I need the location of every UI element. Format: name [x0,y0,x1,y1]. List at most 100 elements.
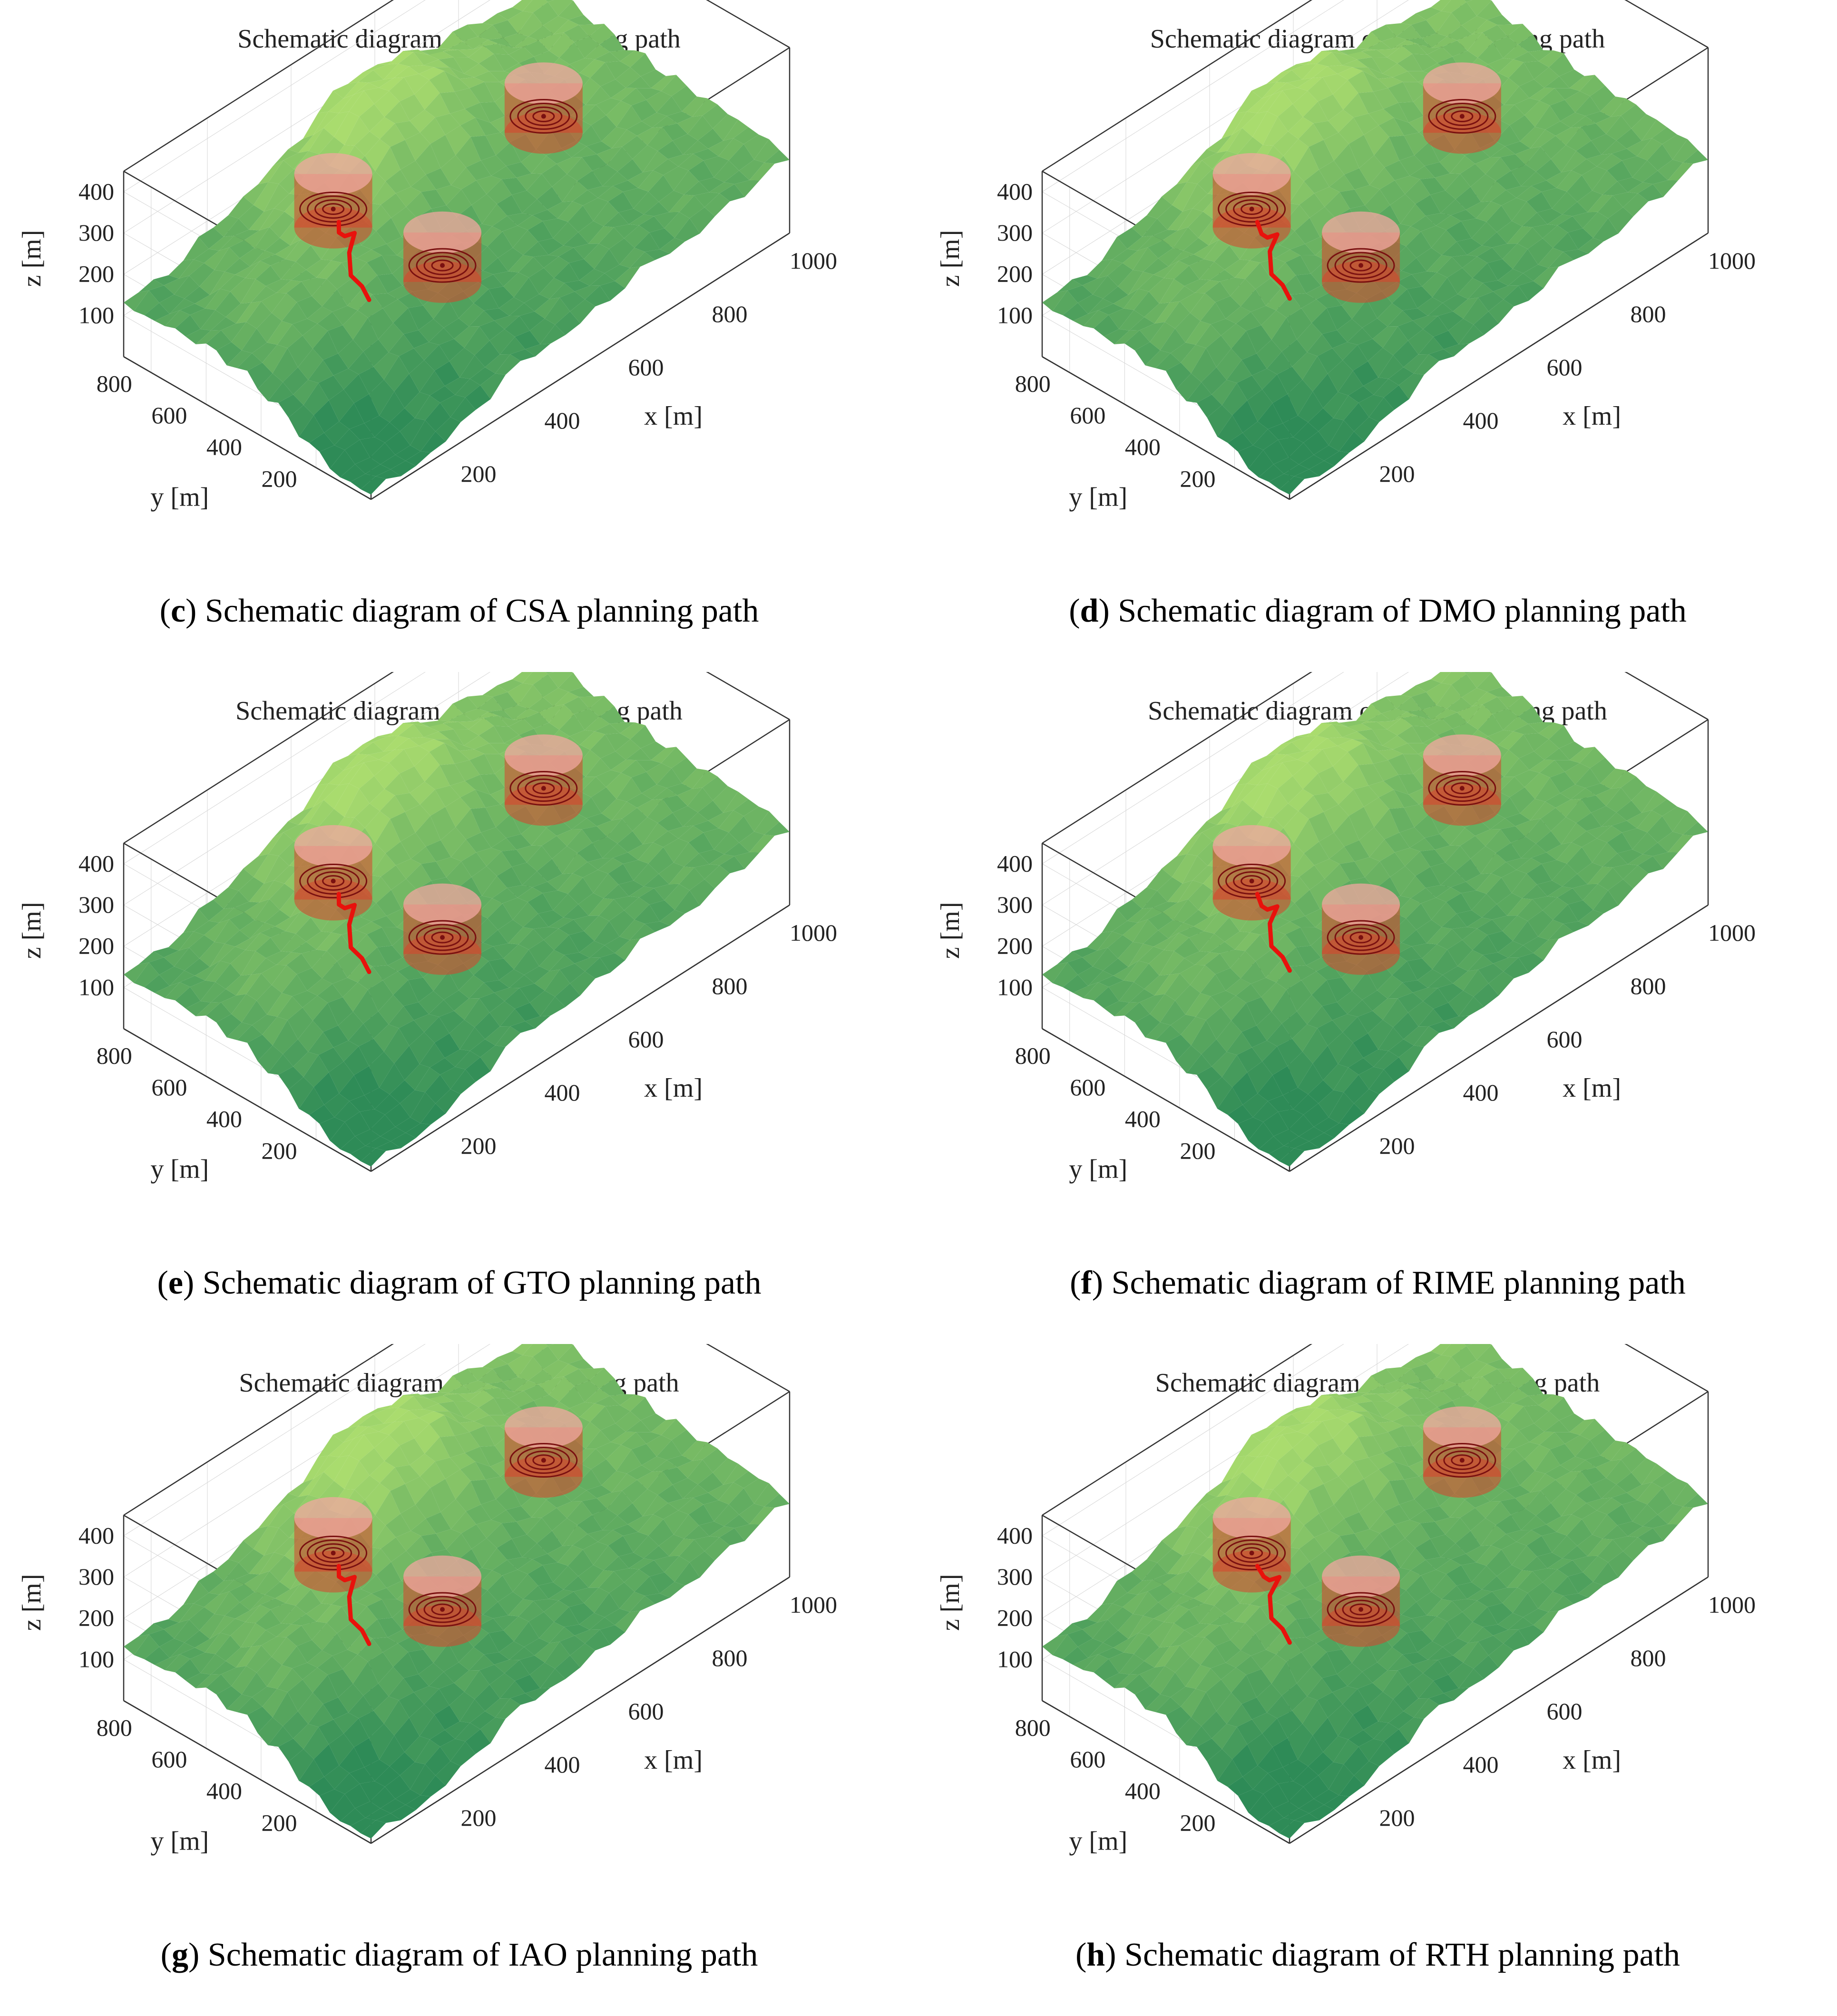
chart-f: Schematic diagram of RIME planning path2… [936,672,1756,1184]
y-tick-label: 600 [151,402,187,429]
y-tick-label: 200 [261,1137,297,1164]
y-tick-label: 800 [1015,1714,1051,1741]
z-tick-label: 400 [78,1522,114,1549]
threat-cylinder-1 [1212,825,1291,921]
z-tick-label: 300 [78,1563,114,1590]
caption-text: Schematic diagram of RTH planning path [1124,1937,1681,1973]
z-tick-label: 400 [997,178,1033,205]
z-tick-label: 300 [78,219,114,246]
chart-g: Schematic diagram of IAO planning path20… [17,1344,837,1856]
x-tick-label: 1000 [790,1591,837,1618]
caption-letter: c [170,593,186,629]
x-tick-label: 800 [1631,973,1666,999]
z-axis-label: z [m] [936,230,965,287]
y-axis-label: y [m] [1069,1826,1127,1856]
z-axis-label: z [m] [17,230,47,287]
x-tick-label: 400 [545,407,580,434]
z-tick-label: 400 [997,850,1033,877]
y-tick-label: 200 [1180,465,1215,492]
threat-cylinder-1 [1212,1497,1291,1593]
x-tick-label: 600 [628,1026,664,1052]
y-tick-label: 400 [1125,1106,1161,1132]
x-tick-label: 200 [461,1804,497,1831]
x-tick-label: 1000 [790,247,837,274]
threat-cylinder-2 [1322,1555,1400,1647]
z-tick-label: 300 [78,891,114,918]
chart-e: Schematic diagram of GTO planning path20… [17,672,837,1184]
threat-cylinder-3 [1423,734,1501,826]
z-tick-label: 100 [78,302,114,328]
z-tick-label: 200 [78,1605,114,1631]
x-axis-label: x [m] [1563,1073,1621,1103]
threat-cylinder-2 [403,883,482,975]
planned-path [1255,220,1292,301]
x-tick-label: 400 [1463,1079,1499,1106]
z-tick-label: 400 [997,1522,1033,1549]
threat-cylinder-2 [1322,883,1400,975]
x-tick-label: 600 [1547,1026,1583,1052]
z-axis-label: z [m] [936,902,965,959]
chart-c: Schematic diagram of CSA planning path20… [17,0,837,512]
y-tick-label: 400 [206,434,242,460]
caption-d: (d) Schematic diagram of DMO planning pa… [1069,593,1687,629]
y-tick-label: 600 [1070,402,1105,429]
x-tick-label: 200 [461,460,497,487]
y-tick-label: 600 [1070,1746,1105,1773]
z-tick-label: 200 [997,261,1033,287]
z-tick-label: 400 [78,178,114,205]
caption-letter: f [1081,1265,1092,1301]
y-tick-label: 800 [97,1714,132,1741]
y-tick-label: 800 [1015,1042,1051,1069]
y-tick-label: 600 [151,1074,187,1101]
x-tick-label: 600 [1547,354,1583,380]
y-axis-label: y [m] [150,1154,209,1184]
panel-h: Schematic diagram of RTH planning path 20… [918,1344,1837,2016]
caption-letter: h [1086,1937,1105,1973]
x-tick-label: 1000 [790,919,837,946]
caption-c: (c) Schematic diagram of CSA planning pa… [159,593,759,629]
caption-h: (h) Schematic diagram of RTH planning pa… [1075,1937,1681,1973]
threat-cylinder-3 [504,1406,583,1498]
x-tick-label: 200 [1379,460,1415,487]
x-tick-label: 400 [1463,1751,1499,1778]
caption-text: Schematic diagram of CSA planning path [205,593,759,629]
z-tick-label: 300 [997,1563,1033,1590]
y-tick-label: 600 [151,1746,187,1773]
z-tick-label: 100 [997,974,1033,1000]
y-axis-label: y [m] [150,482,209,512]
axes-front [1042,904,1709,1172]
y-axis-label: y [m] [1069,482,1127,512]
y-axis-label: y [m] [1069,1154,1127,1184]
caption-letter: g [171,1937,188,1973]
panel-g: Schematic diagram of IAO planning path 20… [0,1344,918,2016]
threat-cylinder-2 [403,1555,482,1647]
caption-e: (e) Schematic diagram of GTO planning pa… [157,1265,762,1301]
panel-c: Schematic diagram of CSA planning path 20… [0,0,918,672]
z-tick-label: 100 [78,974,114,1000]
x-axis-label: x [m] [644,401,703,431]
y-tick-label: 400 [206,1778,242,1804]
axes-front [1042,1576,1709,1844]
y-tick-label: 200 [1180,1137,1215,1164]
axes-front [1042,232,1709,500]
caption-text: Schematic diagram of IAO planning path [207,1937,758,1973]
panel-e: Schematic diagram of GTO planning path 20… [0,672,918,1344]
x-axis-label: x [m] [644,1073,703,1103]
chart-h: Schematic diagram of RTH planning path20… [936,1344,1756,1856]
x-axis-label: x [m] [1563,401,1621,431]
y-tick-label: 600 [1070,1074,1105,1101]
z-tick-label: 100 [78,1646,114,1672]
x-tick-label: 200 [461,1132,497,1159]
caption-text: Schematic diagram of DMO planning path [1118,593,1687,629]
panel-f: Schematic diagram of RIME planning path 2… [918,672,1837,1344]
caption-letter: e [168,1265,183,1301]
x-tick-label: 400 [545,1751,580,1778]
threat-cylinder-1 [294,1497,372,1593]
x-tick-label: 800 [1631,301,1666,327]
x-tick-label: 600 [628,1698,664,1724]
z-tick-label: 300 [997,219,1033,246]
threat-cylinder-3 [504,62,583,154]
z-tick-label: 200 [78,933,114,959]
z-axis-label: z [m] [936,1574,965,1631]
y-tick-label: 200 [261,1809,297,1836]
